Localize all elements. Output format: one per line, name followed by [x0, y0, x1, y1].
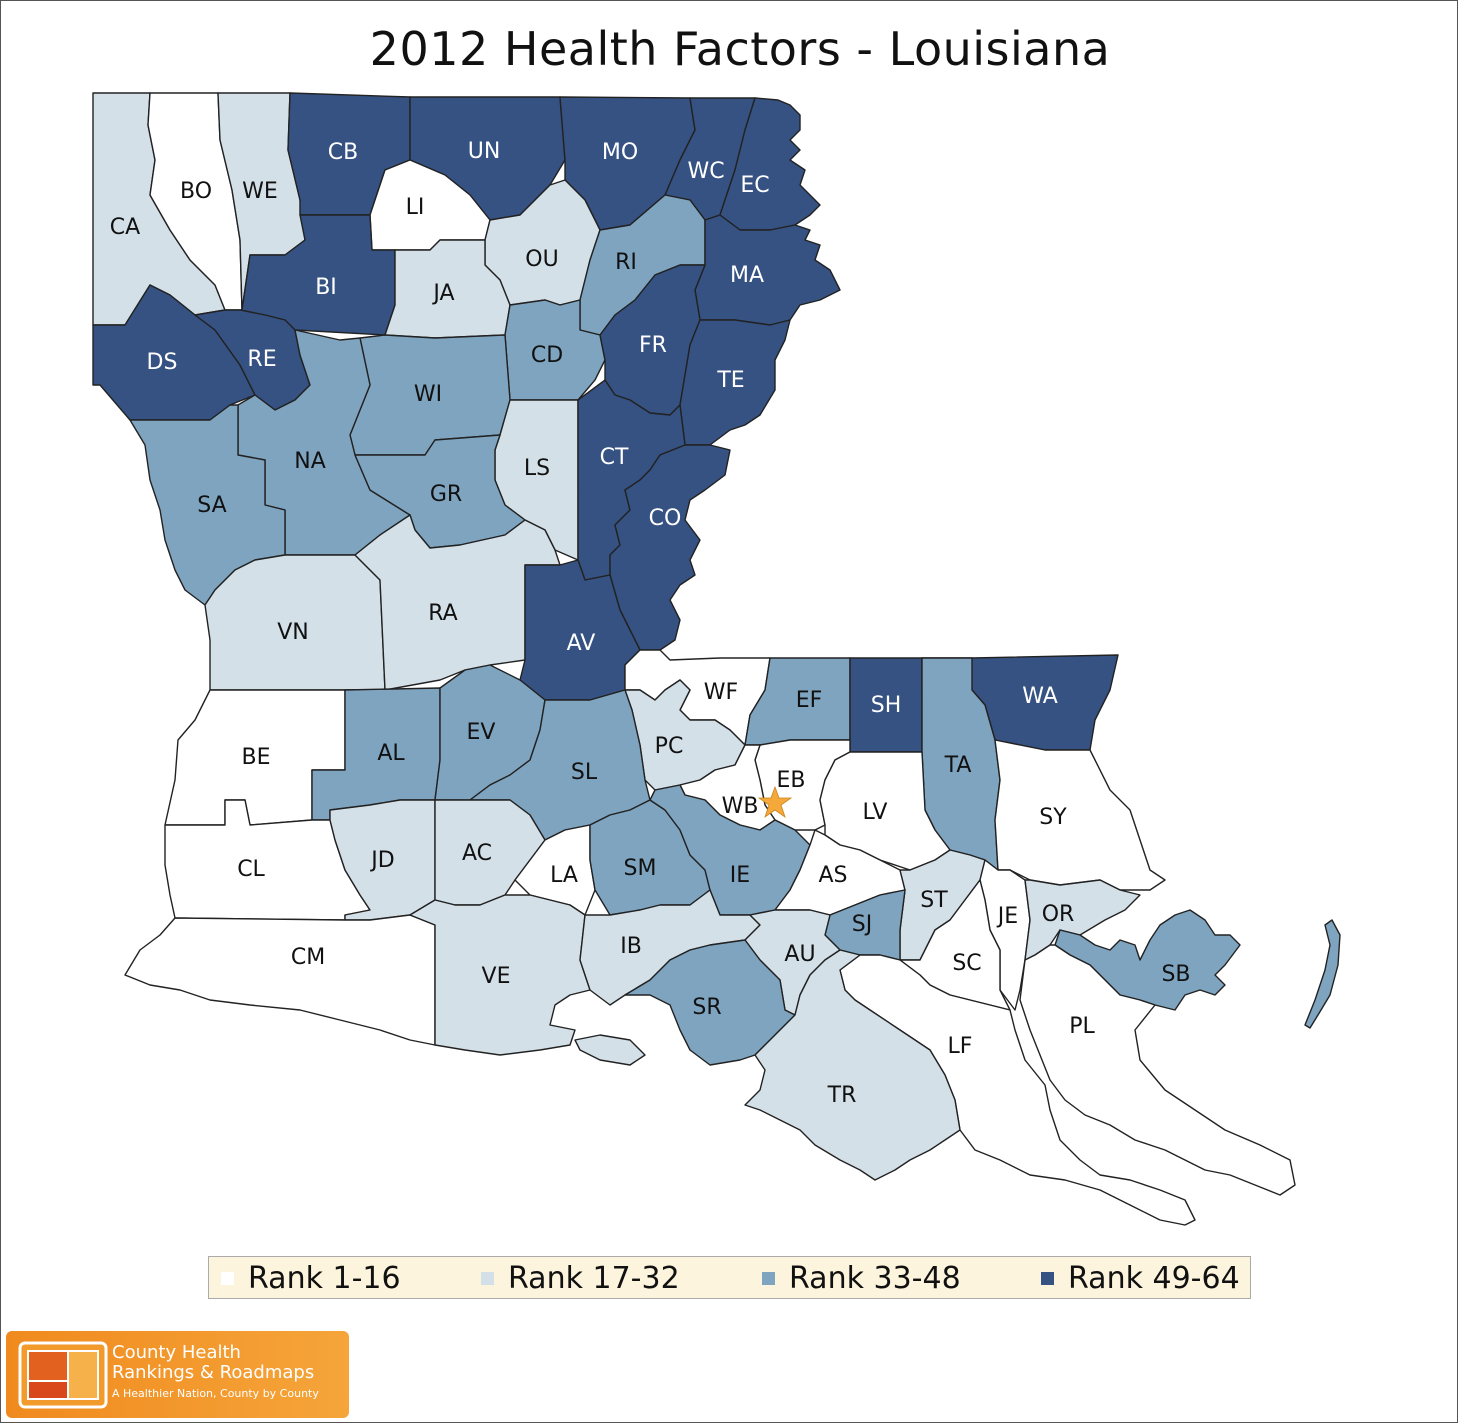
parish-label-ef: EF	[796, 688, 823, 713]
parish-tr	[744, 949, 961, 1181]
parish-label-wi: WI	[414, 382, 442, 407]
parish-label-sl: SL	[571, 760, 598, 785]
parish-label-au: AU	[784, 942, 815, 967]
legend: Rank 1-16 Rank 17-32 Rank 33-48 Rank 49-…	[208, 1256, 1251, 1299]
parish-label-gr: GR	[430, 482, 462, 507]
parish-label-ls: LS	[524, 456, 550, 481]
logo-title-line2: Rankings & Roadmaps	[112, 1362, 315, 1383]
parish-label-cl: CL	[237, 857, 265, 882]
parish-ve	[409, 894, 591, 1056]
parish-label-ie: IE	[730, 863, 750, 888]
parish-te	[679, 319, 791, 446]
legend-label: Rank 33-48	[789, 1261, 961, 1296]
parish-label-we: WE	[242, 179, 278, 204]
parish-label-ct: CT	[600, 445, 629, 470]
parish-label-ev: EV	[467, 720, 496, 745]
parish-label-ja: JA	[431, 281, 454, 306]
legend-item-rank-17-32: Rank 17-32	[481, 1257, 680, 1300]
parish-label-sc: SC	[952, 951, 981, 976]
parish-label-sh: SH	[871, 693, 902, 718]
parish-label-un: UN	[468, 139, 501, 164]
parish-label-ec: EC	[740, 173, 769, 198]
parish-label-tr: TR	[827, 1083, 857, 1108]
legend-item-rank-1-16: Rank 1-16	[221, 1257, 401, 1300]
legend-item-rank-49-64: Rank 49-64	[1041, 1257, 1240, 1300]
parish-cm	[124, 914, 436, 1046]
parish-label-sj: SJ	[852, 912, 872, 937]
legend-label: Rank 49-64	[1068, 1261, 1240, 1296]
parish-label-sr: SR	[692, 995, 721, 1020]
parish-label-cd: CD	[531, 343, 563, 368]
parish-label-te: TE	[716, 368, 744, 393]
parish-label-ou: OU	[525, 247, 558, 272]
legend-swatch	[221, 1272, 234, 1285]
parish-label-je: JE	[996, 904, 1018, 929]
parish-pc	[624, 679, 746, 791]
logo-tagline: A Healthier Nation, County by County	[112, 1387, 319, 1400]
parish-label-lf: LF	[948, 1034, 973, 1059]
parish-label-fr: FR	[639, 333, 667, 358]
parish-label-sa: SA	[197, 493, 226, 518]
parish-ma	[694, 214, 841, 326]
parish-ve	[574, 1034, 646, 1066]
legend-swatch	[1041, 1272, 1054, 1285]
parish-label-la: LA	[550, 863, 578, 888]
parish-label-li: LI	[406, 195, 425, 220]
map-title: 2012 Health Factors - Louisiana	[369, 22, 1111, 76]
parish-label-st: ST	[920, 888, 948, 913]
legend-item-rank-33-48: Rank 33-48	[762, 1257, 961, 1300]
parish-ra	[354, 514, 561, 691]
parish-label-al: AL	[377, 741, 405, 766]
parish-label-ve: VE	[482, 964, 511, 989]
county-health-rankings-logo: County Health Rankings & Roadmaps A Heal…	[6, 1331, 349, 1418]
parish-label-wa: WA	[1022, 684, 1058, 709]
parish-label-sm: SM	[624, 856, 657, 881]
parish-label-wf: WF	[704, 680, 738, 705]
parish-label-ac: AC	[462, 841, 492, 866]
parish-label-jd: JD	[369, 848, 394, 873]
logo-title-line1: County Health	[112, 1342, 241, 1363]
parish-sb	[1304, 919, 1341, 1029]
parish-label-vn: VN	[277, 620, 309, 645]
parish-label-ta: TA	[944, 753, 972, 778]
legend-swatch	[481, 1272, 494, 1285]
parish-label-na: NA	[294, 449, 326, 474]
parish-label-ri: RI	[615, 250, 637, 275]
parish-label-bi: BI	[315, 275, 337, 300]
parish-label-pc: PC	[655, 734, 684, 759]
parish-label-ib: IB	[620, 934, 642, 959]
legend-label: Rank 17-32	[508, 1261, 680, 1296]
parish-label-ca: CA	[110, 215, 140, 240]
parish-label-cb: CB	[328, 140, 358, 165]
parish-label-eb: EB	[777, 768, 806, 793]
legend-swatch	[762, 1272, 775, 1285]
parish-label-wc: WC	[687, 159, 724, 184]
legend-label: Rank 1-16	[248, 1261, 401, 1296]
parish-label-wb: WB	[722, 794, 759, 819]
parish-label-bo: BO	[180, 179, 212, 204]
parish-label-co: CO	[649, 506, 682, 531]
parish-label-ds: DS	[147, 350, 178, 375]
parish-label-or: OR	[1042, 902, 1075, 927]
parish-co	[609, 444, 731, 651]
parish-label-ra: RA	[428, 601, 457, 626]
louisiana-map: CA BO WE CB UN MO WC EC LI OU RI MA BI JA DS RE CD FR TE WI…	[92, 92, 1341, 1226]
parish-label-be: BE	[242, 745, 271, 770]
capital-star-icon	[757, 785, 793, 819]
parish-pl	[1019, 944, 1296, 1196]
parish-label-ma: MA	[730, 263, 764, 288]
parish-label-sb: SB	[1161, 962, 1190, 987]
parish-label-lv: LV	[863, 800, 888, 825]
parish-label-sy: SY	[1039, 805, 1067, 830]
parish-label-as: AS	[818, 863, 847, 888]
parish-sy	[994, 739, 1166, 891]
parish-label-mo: MO	[602, 140, 638, 165]
logo-mark-icon	[18, 1341, 108, 1409]
parish-label-pl: PL	[1069, 1014, 1095, 1039]
parish-label-cm: CM	[291, 945, 325, 970]
parish-label-av: AV	[567, 631, 596, 656]
parish-ja	[384, 239, 511, 339]
parish-label-re: RE	[247, 347, 276, 372]
